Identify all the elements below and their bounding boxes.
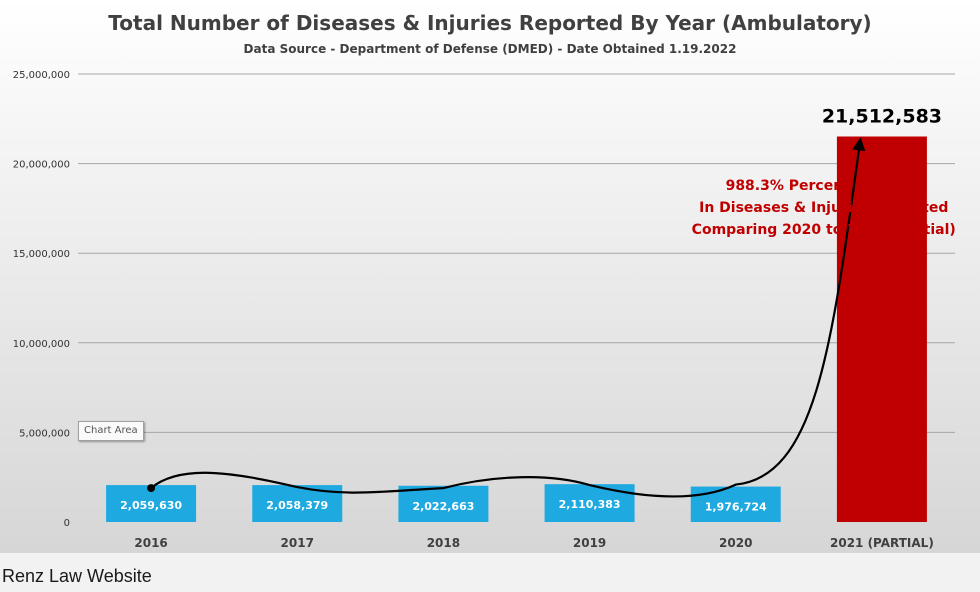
x-tick-label: 2018 (427, 536, 460, 550)
trend-start-dot (147, 484, 156, 493)
annotation-line: 988.3% Percent Increase (726, 178, 922, 194)
bar-data-label-highlight: 21,512,583 (822, 105, 942, 127)
x-axis-tick-labels: 2016 2017 2018 2019 2020 2021 (PARTIAL) (134, 536, 933, 550)
x-tick-label: 2019 (573, 536, 606, 550)
x-tick-label: 2017 (281, 536, 314, 550)
y-tick-label: 5,000,000 (19, 428, 70, 439)
bar (398, 485, 489, 522)
chart-background (0, 0, 980, 553)
x-tick-label: 2016 (134, 536, 167, 550)
bar-data-label: 1,976,724 (705, 501, 767, 514)
chart-frame: Total Number of Diseases & Injuries Repo… (0, 0, 980, 553)
bar-data-label: 2,022,663 (412, 500, 474, 513)
x-tick-label: 2021 (PARTIAL) (830, 536, 934, 550)
annotation-line: Comparing 2020 to 2021 (Partial) (692, 222, 956, 238)
y-tick-label: 20,000,000 (13, 160, 70, 171)
y-tick-label: 25,000,000 (13, 70, 70, 81)
trend-arrow-curve (150, 137, 866, 498)
source-caption: Renz Law Website (2, 566, 152, 586)
y-axis-tick-labels: 0 5,000,000 10,000,000 15,000,000 20,000,000… (13, 70, 70, 529)
y-tick-label: 10,000,000 (13, 339, 70, 350)
percent-increase-annotation: 988.3% Percent Increase In Diseases & Inj… (692, 178, 956, 238)
bar (690, 486, 781, 522)
bar (836, 136, 927, 522)
annotation-line: In Diseases & Injuries Reported (699, 200, 948, 216)
gridlines (78, 73, 955, 433)
x-tick-label: 2020 (719, 536, 752, 550)
y-tick-label: 0 (64, 518, 70, 529)
chart-area-tooltip: Chart Area (78, 421, 144, 441)
chart-subtitle: Data Source - Department of Defense (DME… (244, 42, 737, 56)
bar-data-label: 2,110,383 (559, 498, 621, 511)
bar-data-label: 2,059,630 (120, 499, 182, 512)
bar-data-label: 2,058,379 (266, 499, 328, 512)
chart-title: Total Number of Diseases & Injuries Repo… (108, 11, 871, 35)
y-tick-label: 15,000,000 (13, 249, 70, 260)
bar-chart: Total Number of Diseases & Injuries Repo… (0, 0, 980, 553)
